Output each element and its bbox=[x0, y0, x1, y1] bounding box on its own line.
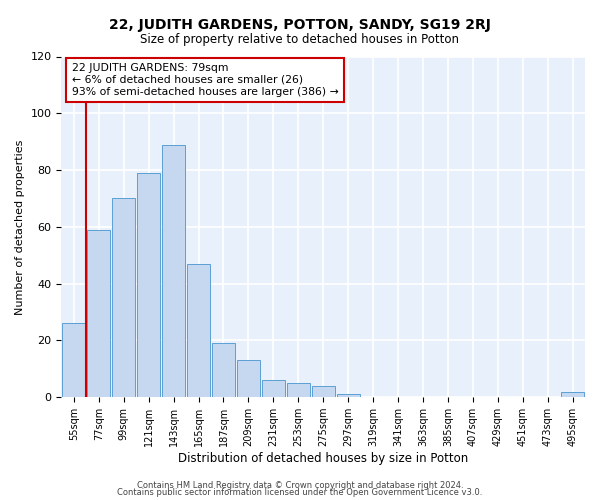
Bar bbox=[212, 344, 235, 397]
Bar bbox=[287, 383, 310, 397]
Bar bbox=[88, 230, 110, 397]
Bar bbox=[337, 394, 359, 397]
Y-axis label: Number of detached properties: Number of detached properties bbox=[15, 139, 25, 314]
Bar bbox=[561, 392, 584, 397]
Text: 22, JUDITH GARDENS, POTTON, SANDY, SG19 2RJ: 22, JUDITH GARDENS, POTTON, SANDY, SG19 … bbox=[109, 18, 491, 32]
Text: Size of property relative to detached houses in Potton: Size of property relative to detached ho… bbox=[140, 32, 460, 46]
Bar bbox=[237, 360, 260, 397]
Bar bbox=[262, 380, 285, 397]
Bar bbox=[112, 198, 135, 397]
Bar bbox=[137, 173, 160, 397]
Bar bbox=[187, 264, 210, 397]
Text: 22 JUDITH GARDENS: 79sqm
← 6% of detached houses are smaller (26)
93% of semi-de: 22 JUDITH GARDENS: 79sqm ← 6% of detache… bbox=[72, 64, 338, 96]
Bar bbox=[312, 386, 335, 397]
Bar bbox=[162, 144, 185, 397]
Text: Contains HM Land Registry data © Crown copyright and database right 2024.: Contains HM Land Registry data © Crown c… bbox=[137, 480, 463, 490]
X-axis label: Distribution of detached houses by size in Potton: Distribution of detached houses by size … bbox=[178, 452, 469, 465]
Text: Contains public sector information licensed under the Open Government Licence v3: Contains public sector information licen… bbox=[118, 488, 482, 497]
Bar bbox=[62, 324, 85, 397]
